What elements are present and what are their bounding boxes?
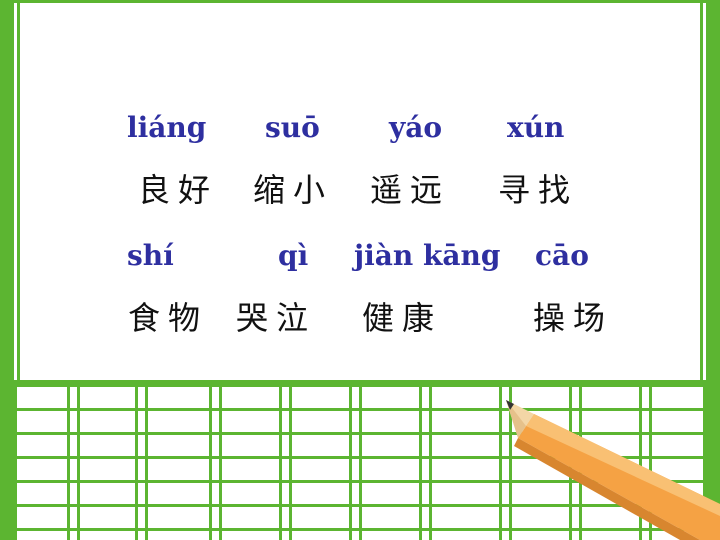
pinyin-yao: yáo (389, 111, 443, 144)
board-border-right (706, 0, 720, 540)
grid-line (419, 384, 422, 540)
board-border-top (14, 0, 706, 3)
word-jiankang: 健康 (362, 299, 443, 337)
word-caochang: 操场 (533, 299, 614, 337)
grid-line (499, 384, 502, 540)
word-xunzhao: 寻找 (498, 171, 579, 209)
grid-line (703, 384, 706, 540)
pinyin-qi: qì (278, 239, 309, 272)
grid-line (77, 384, 80, 540)
grid-line (219, 384, 222, 540)
grid-line (145, 384, 148, 540)
board-border-right-inner (700, 0, 703, 540)
pinyin-cao: cāo (535, 239, 589, 272)
word-yaoyuan: 遥远 (370, 171, 451, 209)
grid-line (209, 384, 212, 540)
grid-line (509, 384, 512, 540)
pencil-icon (506, 400, 720, 540)
word-shiwu: 食物 (128, 299, 209, 337)
grid-line (639, 384, 642, 540)
pinyin-xun: xún (507, 111, 565, 144)
grid-line (67, 384, 70, 540)
grid-line (279, 384, 282, 540)
pinyin-liang: liáng (127, 111, 207, 144)
pinyin-shi: shí (127, 239, 174, 272)
pinyin-suo: suō (265, 111, 320, 144)
grid-line (289, 384, 292, 540)
grid-line (135, 384, 138, 540)
board-border-bottom (14, 380, 706, 384)
board-border-left (0, 0, 14, 540)
grid-line (14, 384, 17, 540)
word-suoxiao: 缩小 (253, 171, 334, 209)
word-kuqi: 哭泣 (236, 299, 317, 337)
writing-grid (14, 384, 706, 540)
grid-line (349, 384, 352, 540)
word-lianghao: 良好 (138, 171, 219, 209)
grid-line (649, 384, 652, 540)
pinyin-jiankang: jiàn kāng (354, 239, 501, 272)
board-border-left-inner (17, 0, 20, 540)
grid-line (359, 384, 362, 540)
grid-line (429, 384, 432, 540)
